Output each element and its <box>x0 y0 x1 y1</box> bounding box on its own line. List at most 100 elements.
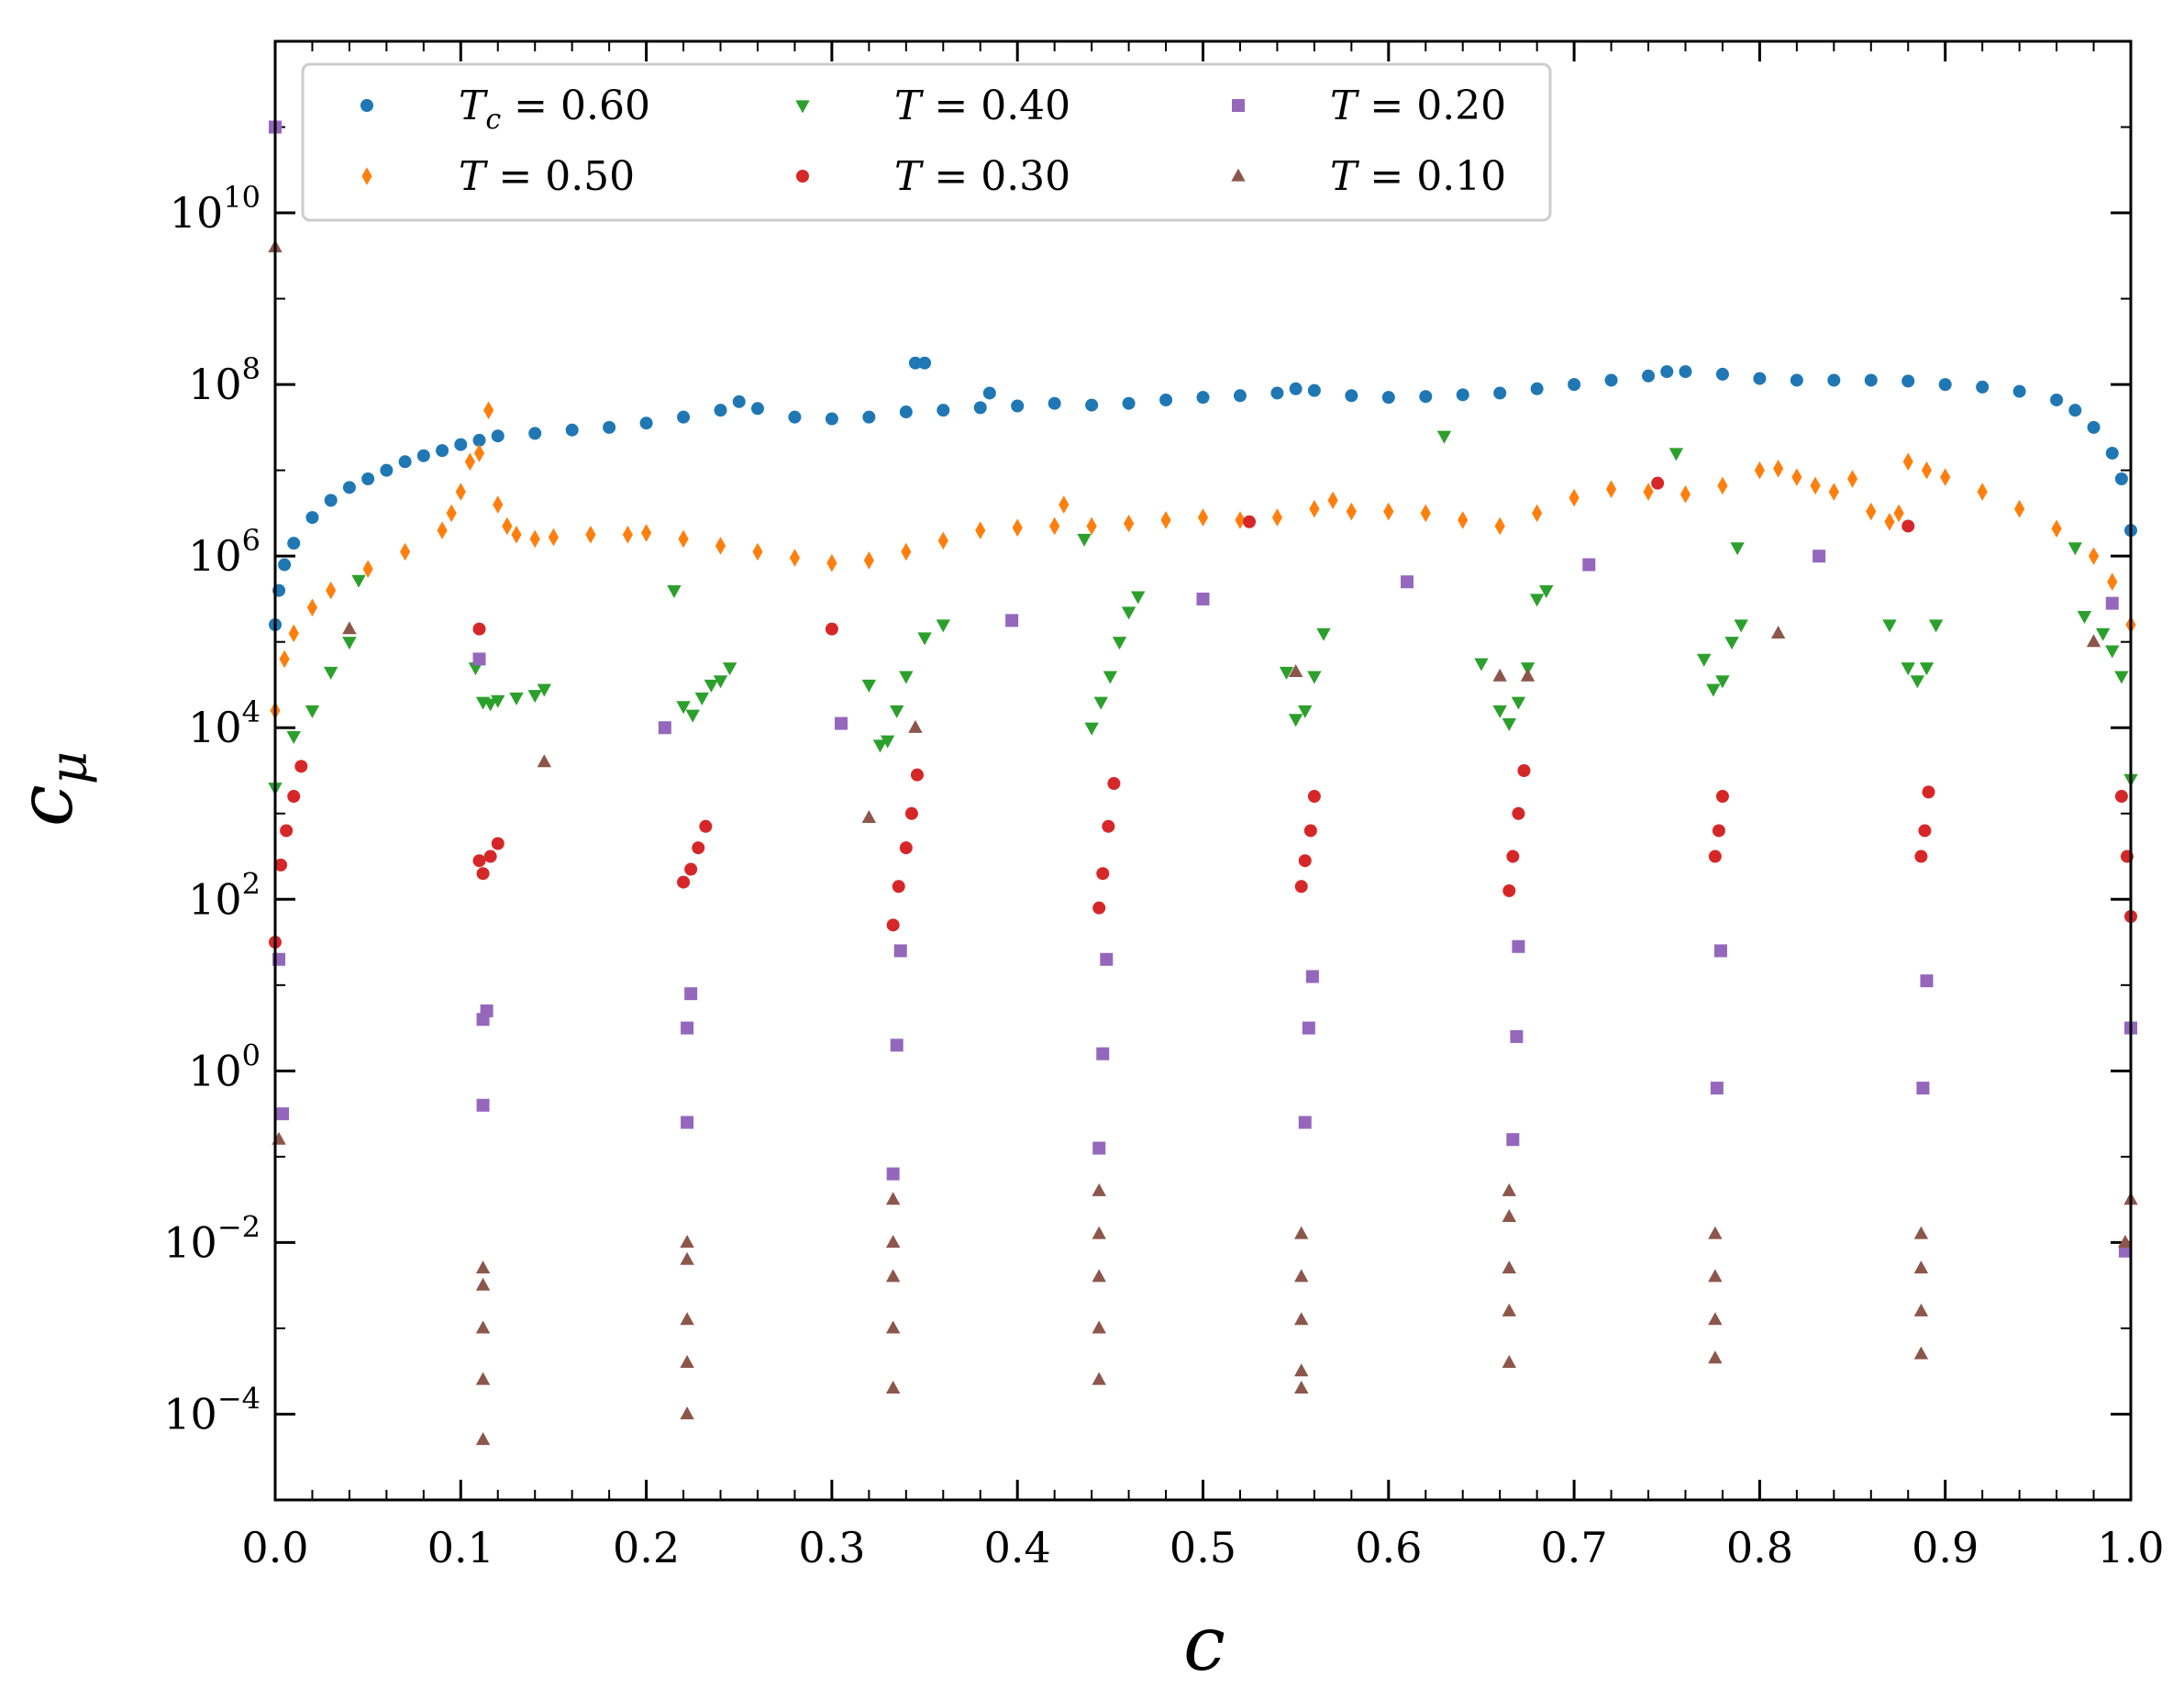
data-point <box>1298 1116 1312 1129</box>
data-point <box>472 854 486 868</box>
data-point <box>472 433 486 447</box>
data-point <box>286 730 301 744</box>
data-point <box>1568 378 1581 392</box>
data-point <box>1502 717 1516 731</box>
data-point <box>380 463 394 477</box>
data-point <box>276 1107 290 1121</box>
x-axis-title: c <box>1183 1601 1225 1688</box>
data-point <box>1309 499 1320 518</box>
data-point <box>1866 502 1877 521</box>
data-point <box>699 819 713 833</box>
data-point <box>863 551 874 570</box>
data-point <box>1708 1269 1723 1283</box>
data-point <box>2105 596 2119 610</box>
data-point <box>1977 483 1988 501</box>
data-point <box>1922 785 1935 799</box>
data-point <box>287 537 301 550</box>
data-point <box>483 850 497 863</box>
x-tick-label: 0.2 <box>613 1523 680 1572</box>
data-point <box>1680 485 1691 504</box>
data-point <box>1864 373 1878 387</box>
legend-item: T = 0.20 <box>1232 83 1506 129</box>
data-point <box>1710 1082 1724 1095</box>
data-point <box>1289 382 1303 395</box>
data-point <box>1512 939 1525 953</box>
data-point <box>861 679 877 693</box>
data-point <box>1510 1029 1524 1043</box>
data-point <box>732 394 746 408</box>
data-point <box>681 1116 694 1129</box>
data-point <box>1502 1303 1516 1316</box>
data-point <box>1494 516 1505 536</box>
data-point <box>936 619 950 633</box>
data-point <box>835 716 848 730</box>
data-point <box>1092 1141 1106 1155</box>
data-point <box>1715 675 1730 689</box>
data-point <box>1096 867 1110 881</box>
data-point <box>1517 764 1531 777</box>
data-point <box>886 918 900 932</box>
data-point <box>1103 671 1118 684</box>
x-tick-label: 0.6 <box>1355 1523 1422 1572</box>
data-point <box>1093 696 1108 710</box>
data-point <box>1773 459 1784 478</box>
data-point <box>1913 1260 1929 1274</box>
data-point <box>1085 398 1099 412</box>
data-point <box>1011 399 1025 413</box>
data-point <box>1383 502 1394 521</box>
data-point <box>1307 790 1321 804</box>
data-point <box>1919 662 1935 676</box>
data-point <box>1012 518 1023 538</box>
data-point <box>1569 488 1580 507</box>
legend-label: T = 0.40 <box>894 83 1070 129</box>
data-point <box>826 553 837 572</box>
data-point <box>1294 1312 1309 1326</box>
data-point <box>437 521 448 539</box>
data-point <box>825 412 838 426</box>
data-point <box>885 1381 901 1394</box>
series-5 <box>268 239 2138 1446</box>
data-point <box>1102 819 1115 833</box>
data-point <box>2077 611 2092 625</box>
data-point <box>2105 446 2119 460</box>
data-point <box>1916 1082 1930 1095</box>
data-point <box>910 768 924 782</box>
data-point <box>1307 383 1321 397</box>
data-point <box>1086 516 1097 536</box>
data-point <box>825 622 838 636</box>
data-point <box>1502 1183 1516 1196</box>
data-point <box>1121 606 1136 620</box>
data-point <box>1288 714 1303 727</box>
data-point <box>1288 664 1303 678</box>
data-point <box>2118 1235 2133 1249</box>
data-point <box>890 1038 904 1052</box>
data-point <box>528 427 542 440</box>
data-point <box>1643 483 1654 501</box>
data-point <box>324 494 338 507</box>
data-point <box>1976 380 1990 394</box>
data-point <box>1197 508 1209 527</box>
legend-item: T = 0.10 <box>1231 153 1506 200</box>
data-point <box>475 1260 491 1274</box>
data-point <box>684 862 698 876</box>
data-point <box>2114 671 2129 684</box>
data-point <box>2087 420 2101 434</box>
data-point <box>1130 591 1146 605</box>
data-point <box>2050 393 2064 406</box>
data-point <box>1298 854 1312 868</box>
data-point <box>1717 476 1728 495</box>
data-point <box>1005 614 1019 627</box>
data-point <box>491 429 504 443</box>
data-point <box>892 880 905 894</box>
data-point <box>872 739 888 753</box>
data-point <box>1243 515 1257 528</box>
legend-item: T = 0.30 <box>796 153 1070 200</box>
data-point <box>678 529 689 549</box>
data-point <box>1651 476 1665 490</box>
data-point <box>1920 974 1934 988</box>
data-point <box>351 574 366 588</box>
y-tick-label: 100 <box>188 1038 261 1095</box>
data-point <box>1506 850 1520 863</box>
y-tick-label: 106 <box>188 523 261 581</box>
data-point <box>975 521 986 539</box>
